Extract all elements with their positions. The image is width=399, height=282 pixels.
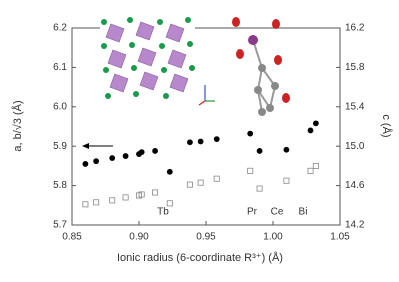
x-tick-label: 0.85 <box>62 232 82 243</box>
data-point <box>247 130 254 137</box>
axis-triad <box>198 85 215 106</box>
y2-tick-label: 15.0 <box>345 141 365 152</box>
data-point <box>138 191 145 198</box>
data-point <box>307 127 314 134</box>
data-point <box>187 139 193 146</box>
data-point <box>307 167 314 174</box>
x-tick-label: 1.00 <box>263 232 283 243</box>
crystal-structure-right <box>232 17 290 116</box>
annotation: Bi <box>299 207 308 218</box>
y2-tick-label: 15.8 <box>345 62 365 73</box>
y-tick-label: 6.1 <box>53 62 67 73</box>
y-tick-label: 5.8 <box>53 180 67 191</box>
data-point <box>166 200 173 207</box>
data-point <box>213 175 220 182</box>
data-point <box>312 120 319 127</box>
data-point <box>152 189 159 196</box>
x-tick-label: 0.90 <box>129 232 149 243</box>
data-point <box>283 146 290 153</box>
y2-tick-label: 14.6 <box>345 180 365 191</box>
y2-tick-label: 15.4 <box>345 101 365 112</box>
y-axis-label: a, b/√3 (Å) <box>11 100 24 151</box>
annotation: Ce <box>271 207 284 218</box>
x-axis-label: Ionic radius (6-coordinate R³⁺) (Å) <box>117 251 283 264</box>
data-point <box>186 181 193 188</box>
crystal-structure-left <box>100 17 195 100</box>
data-point <box>256 148 263 154</box>
data-point <box>93 158 100 165</box>
data-point <box>82 201 89 208</box>
data-point <box>122 194 129 201</box>
data-point <box>82 161 89 167</box>
x-tick-label: 0.95 <box>196 232 216 243</box>
data-point <box>138 149 145 156</box>
data-point <box>109 155 116 161</box>
annotation: Tb <box>157 207 169 218</box>
annotation: Pr <box>247 207 258 218</box>
y-tick-label: 6.2 <box>53 23 67 34</box>
data-point <box>312 162 319 169</box>
data-point <box>122 153 129 159</box>
data-point <box>213 136 220 143</box>
data-point <box>283 177 290 184</box>
data-point <box>152 148 158 154</box>
data-point <box>197 138 204 145</box>
y-tick-label: 5.9 <box>53 141 67 152</box>
direction-arrow <box>82 143 113 149</box>
data-point <box>247 167 254 174</box>
y2-axis-label: c (Å) <box>380 114 393 137</box>
data-point <box>256 185 263 192</box>
data-point <box>109 197 116 204</box>
data-point <box>197 179 204 186</box>
y-tick-label: 5.7 <box>53 220 67 231</box>
data-point <box>93 199 100 206</box>
y-tick-label: 6.0 <box>53 101 67 112</box>
y2-tick-label: 14.2 <box>345 220 365 231</box>
y2-tick-label: 16.2 <box>345 23 365 34</box>
data-point <box>166 168 173 175</box>
x-tick-label: 1.05 <box>330 232 350 243</box>
